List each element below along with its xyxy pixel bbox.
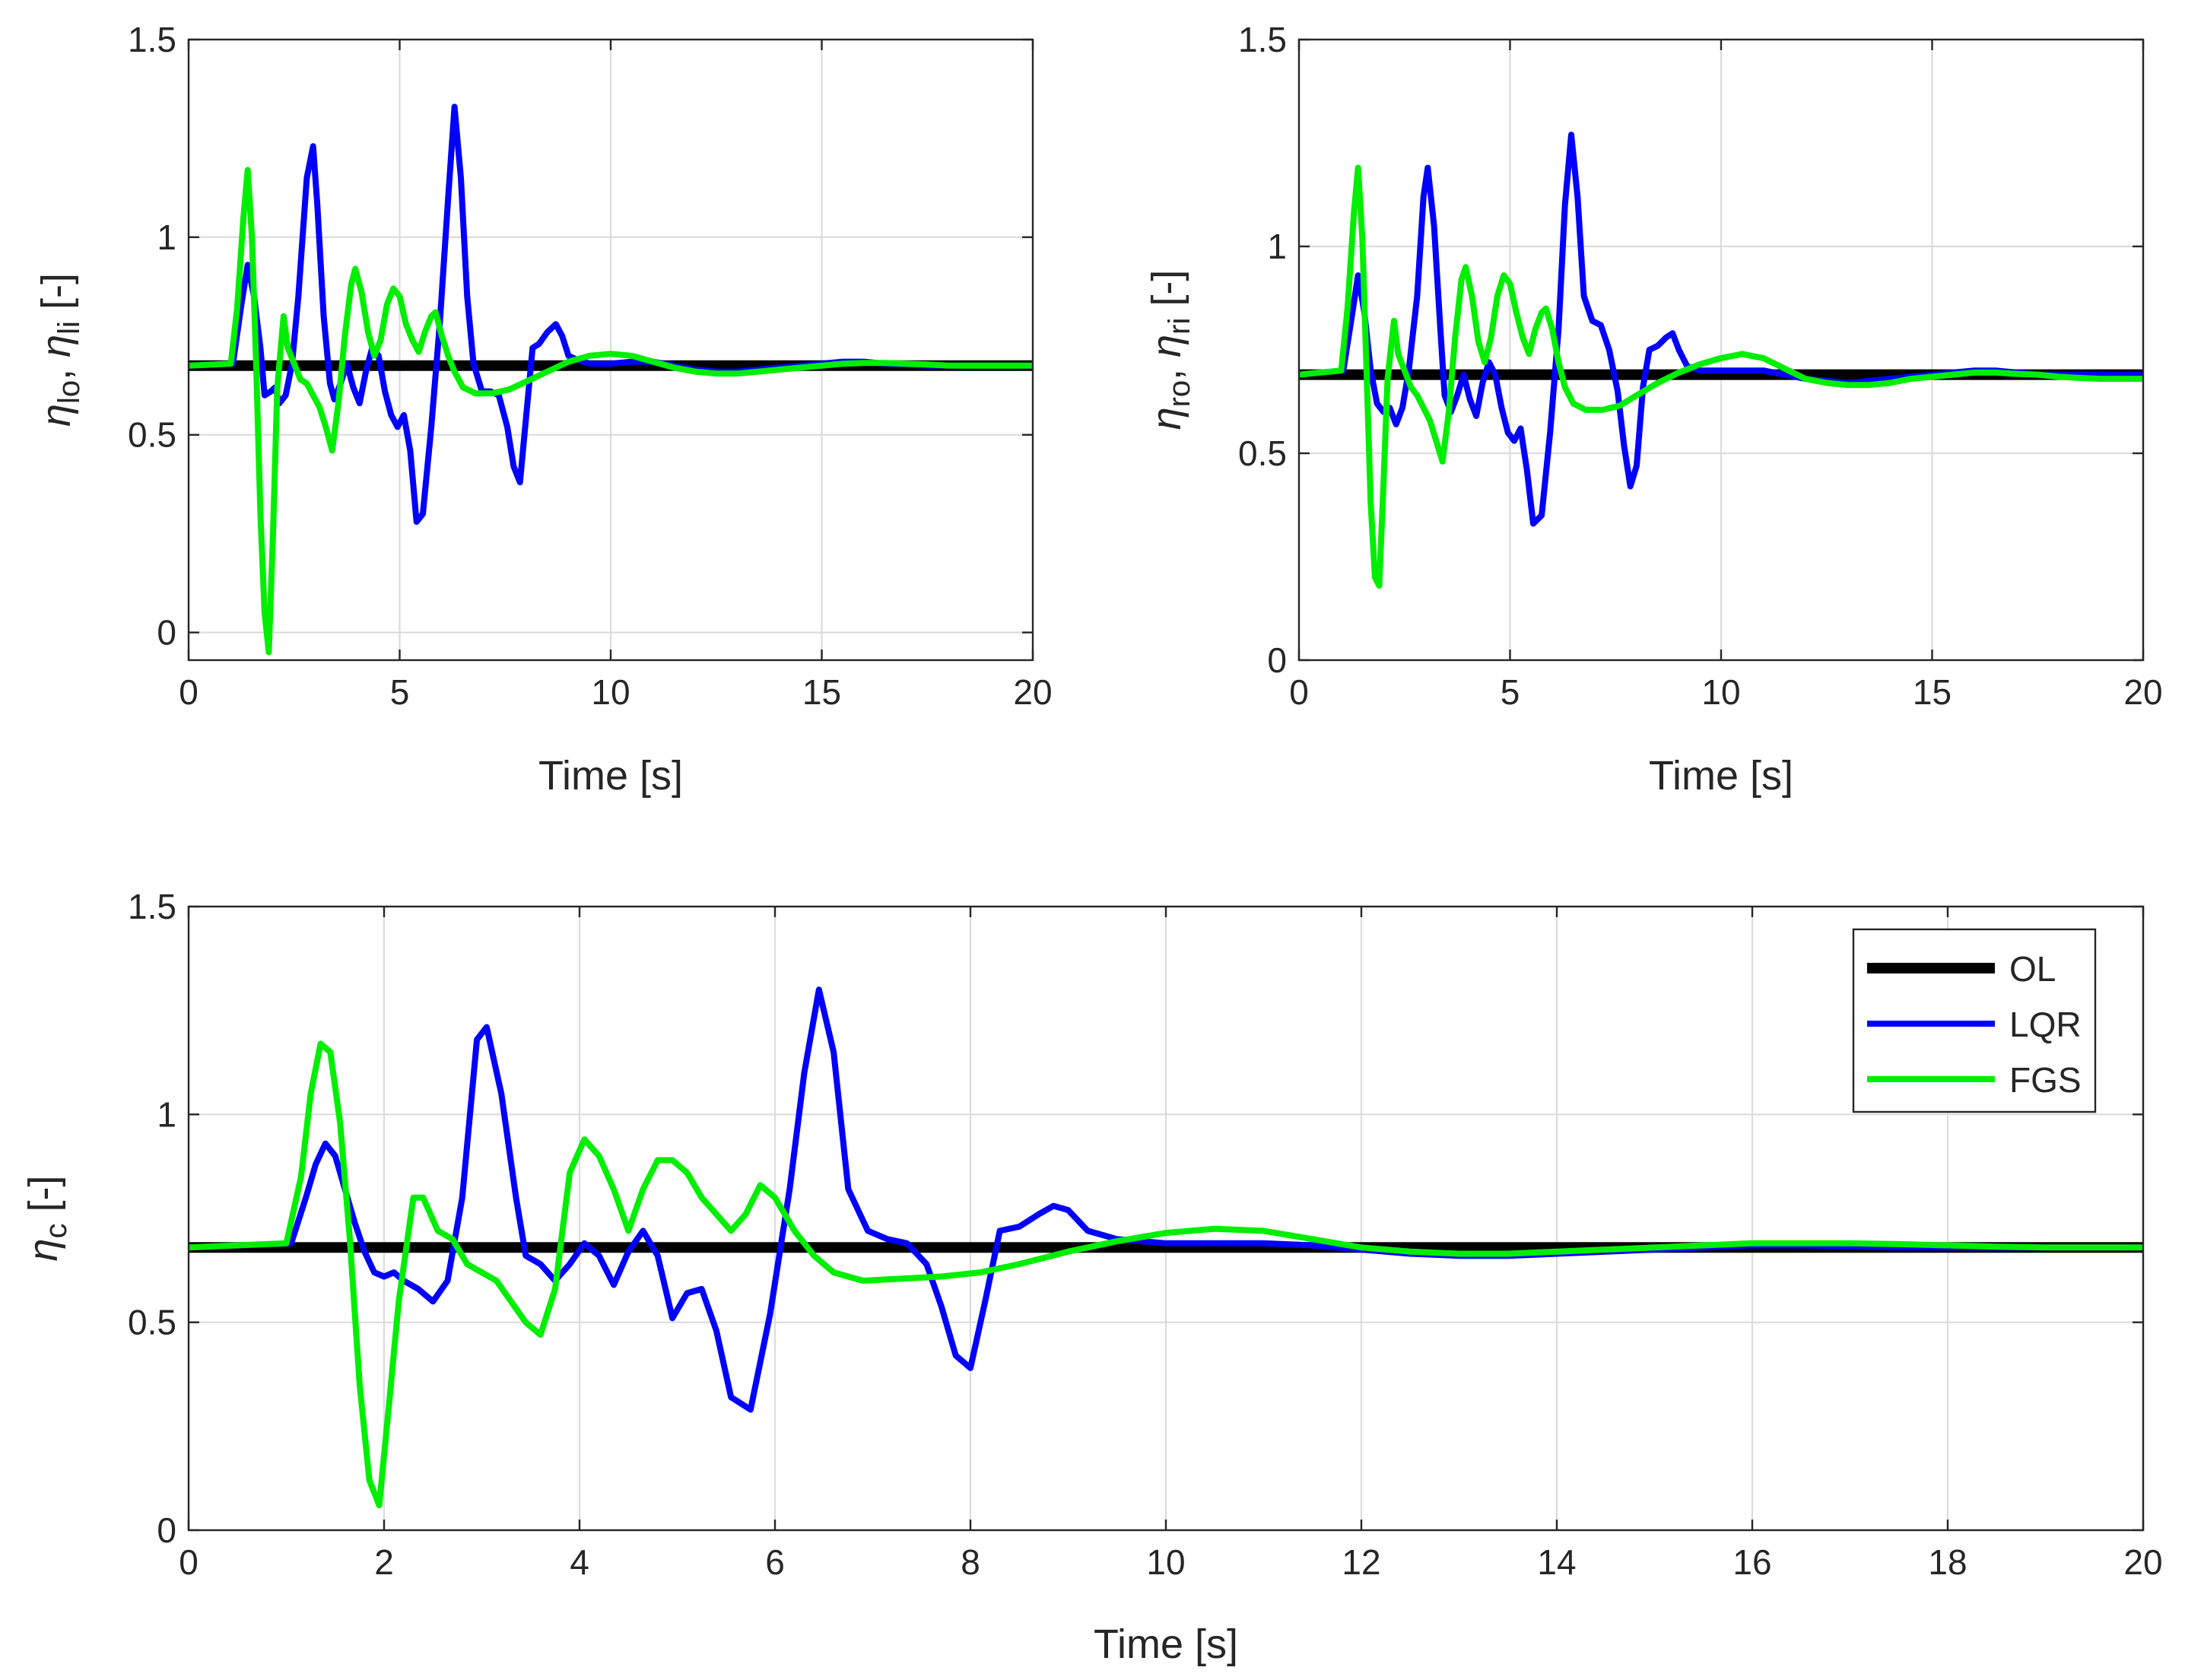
x-tick-label: 0 [1289, 672, 1309, 712]
xlabel-bottom: Time [s] [1094, 1621, 1238, 1667]
y-tick-label: 1.5 [128, 887, 176, 926]
x-tick-label: 12 [1342, 1542, 1380, 1582]
legend: OL LQR FGS [1852, 928, 2097, 1113]
legend-entry-lqr: LQR [1867, 1005, 2082, 1044]
xlabel-top-left: Time [s] [538, 753, 683, 799]
x-tick-label: 0 [179, 672, 198, 712]
x-tick-label: 8 [961, 1542, 980, 1582]
x-tick-label: 10 [1146, 1542, 1185, 1582]
x-tick-label: 6 [765, 1542, 785, 1582]
legend-label-lqr: LQR [2009, 1005, 2082, 1044]
x-tick-label: 10 [1701, 672, 1740, 712]
ticks-top-left: 0 5 10 15 20 0 0.5 1 1.5 [128, 20, 1053, 712]
series-line-fgs [189, 167, 1033, 656]
y-tick-label: 0 [157, 613, 176, 653]
series-group-top-left [189, 103, 1033, 656]
y-tick-label: 1 [1267, 227, 1287, 266]
grid-top-left [189, 40, 1033, 660]
x-tick-label: 20 [2123, 672, 2162, 712]
y-tick-label: 0.5 [128, 415, 176, 455]
y-tick-label: 0 [157, 1510, 176, 1550]
x-tick-label: 15 [802, 672, 841, 712]
grid-top-right [1299, 40, 2143, 660]
x-tick-label: 5 [390, 672, 410, 712]
x-tick-label: 10 [591, 672, 630, 712]
y-tick-label: 0 [1267, 640, 1287, 680]
x-tick-label: 20 [1013, 672, 1052, 712]
y-tick-label: 0.5 [128, 1303, 176, 1342]
x-tick-label: 5 [1501, 672, 1520, 712]
ticks-bottom: 0 2 4 6 8 10 12 14 16 18 20 0 0.5 1 1.5 [128, 887, 2163, 1582]
y-tick-label: 1 [157, 1094, 176, 1134]
legend-label-fgs: FGS [2009, 1060, 2082, 1100]
grid-bottom [189, 907, 2143, 1530]
legend-label-ol: OL [2009, 949, 2056, 989]
series-group-bottom [189, 986, 2143, 1509]
ylabel-top-left: ηlo, ηli [-] [33, 273, 86, 427]
series-line-fgs [1299, 164, 2143, 589]
series-group-top-right [1299, 132, 2143, 589]
x-tick-label: 18 [1928, 1542, 1967, 1582]
y-tick-label: 0.5 [1238, 433, 1287, 473]
ticks-top-right: 0 5 10 15 20 0 0.5 1 1.5 [1238, 20, 2163, 712]
x-tick-label: 14 [1537, 1542, 1576, 1582]
series-line-lqr [1299, 132, 2143, 527]
x-tick-label: 0 [179, 1542, 198, 1582]
series-line-fgs [189, 1040, 2143, 1509]
axes-top-left: 0 5 10 15 20 0 0.5 1 1.5 Time [s] ηlo, ηli [-] [33, 20, 1053, 799]
legend-entry-ol: OL [1867, 949, 2056, 989]
x-tick-label: 4 [570, 1542, 589, 1582]
legend-entry-fgs: FGS [1867, 1060, 2082, 1100]
x-tick-label: 15 [1913, 672, 1952, 712]
xlabel-top-right: Time [s] [1649, 753, 1793, 799]
y-tick-label: 1.5 [128, 20, 176, 59]
ylabel-top-right: ηro, ηri [-] [1144, 270, 1196, 430]
axes-top-right: 0 5 10 15 20 0 0.5 1 1.5 Time [s] ηro, ηri [-] [1144, 20, 2163, 799]
x-tick-label: 16 [1732, 1542, 1771, 1582]
x-tick-label: 20 [2123, 1542, 2162, 1582]
ylabel-bottom: ηc [-] [21, 1176, 73, 1262]
x-tick-label: 2 [374, 1542, 394, 1582]
y-tick-label: 1 [157, 218, 176, 257]
axes-bottom: 0 2 4 6 8 10 12 14 16 18 20 0 0.5 1 1.5 Time [s] ηc [-… [21, 887, 2163, 1667]
y-tick-label: 1.5 [1238, 20, 1287, 59]
